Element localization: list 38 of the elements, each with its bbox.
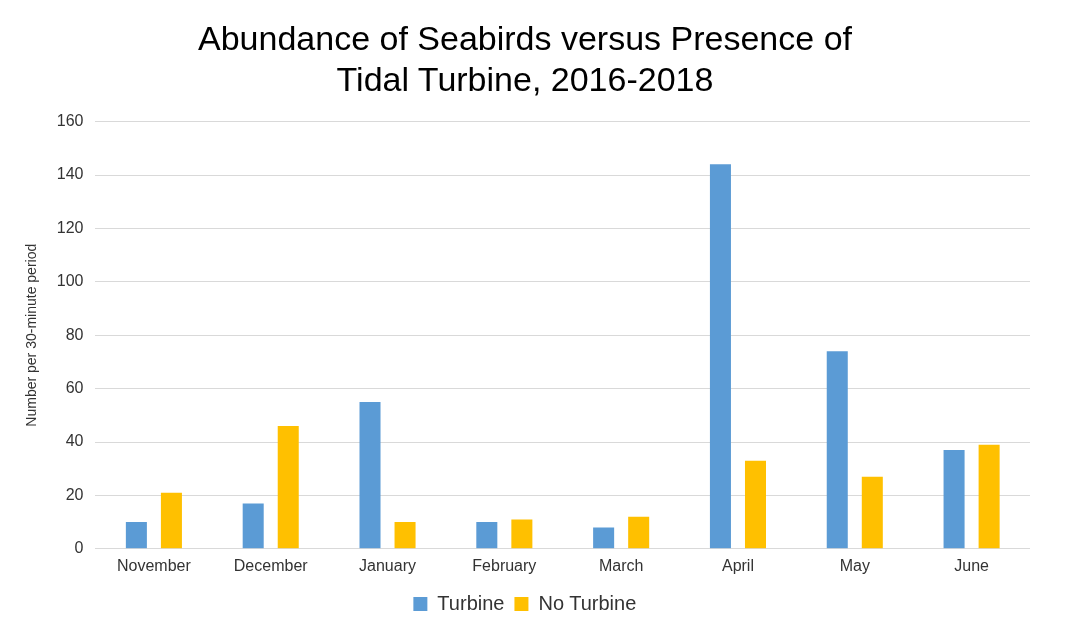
x-tick-label: June [954, 556, 990, 574]
y-tick-label: 140 [56, 165, 84, 183]
bar [978, 444, 1000, 549]
bar [277, 425, 299, 549]
bar [125, 522, 147, 549]
legend-label: No Turbine [538, 591, 637, 614]
y-tick-label: 80 [65, 325, 84, 343]
bar [861, 476, 883, 549]
bar [744, 460, 766, 549]
y-tick-label: 120 [56, 218, 84, 236]
x-tick-label: March [598, 556, 644, 574]
bar [476, 522, 498, 549]
x-tick-label: January [359, 556, 416, 574]
bar [709, 164, 731, 549]
bar [242, 503, 264, 549]
bar [593, 527, 615, 549]
bar [160, 492, 182, 549]
y-tick-label: 20 [65, 485, 84, 503]
y-tick-label: 160 [56, 112, 84, 130]
text: Tidal Turbine, 2016-2018 [336, 59, 714, 98]
bar [943, 450, 965, 549]
legend-label: Turbine [437, 591, 505, 614]
x-tick-label: December [233, 556, 309, 574]
text: Abundance of Seabirds versus Presence of [198, 18, 852, 57]
bar [511, 519, 533, 549]
x-tick-label: February [472, 556, 537, 574]
y-axis-title: Number per 30-minute period [23, 243, 40, 427]
x-tick-label: April [721, 556, 754, 574]
x-tick-label: November [117, 556, 192, 574]
bar [628, 516, 650, 549]
bar [394, 522, 416, 549]
y-tick-label: 40 [65, 432, 84, 450]
y-tick-label: 0 [74, 539, 84, 557]
bar [826, 351, 848, 549]
y-tick-label: 100 [56, 272, 84, 290]
bar [359, 401, 381, 549]
x-tick-label: May [839, 556, 870, 574]
y-tick-label: 60 [65, 379, 84, 397]
